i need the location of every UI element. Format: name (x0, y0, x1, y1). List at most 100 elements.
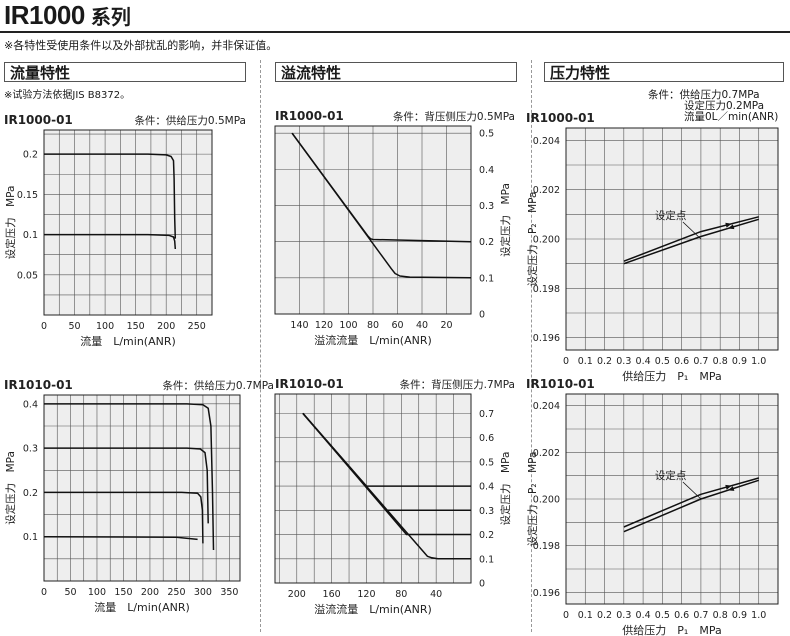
y-tick-label: 0.5 (479, 457, 494, 468)
y-axis-label: 设定压力 MPa (4, 186, 17, 260)
series-line (44, 403, 215, 551)
series-line (44, 491, 204, 544)
plot-frame (274, 393, 472, 584)
x-axis-label: 溢流流量 L/min(ANR) (314, 602, 432, 616)
x-tick-label: 0.3 (616, 356, 631, 367)
section-pressure-heading: 压力特性 (544, 62, 784, 82)
y-tick-label: 0.196 (533, 588, 560, 599)
x-tick-label: 300 (194, 587, 212, 598)
x-tick-label: 0.6 (674, 610, 689, 621)
y-axis-label: 设定压力 MPa (499, 452, 512, 526)
x-tick-label: 0.8 (713, 610, 728, 621)
x-tick-label: 100 (88, 587, 106, 598)
series-line (44, 233, 177, 250)
series-line (44, 447, 209, 524)
x-tick-label: 0 (563, 356, 569, 367)
chart-flow_ir1000: IR1000-01 条件：供给压力0.5MPa 0 50 100 150 200 250 流量 … (4, 113, 246, 348)
model-name: IR1000 (4, 0, 85, 30)
x-tick-label: 0.5 (655, 356, 670, 367)
plot-background (275, 394, 471, 583)
x-tick-label: 1.0 (751, 356, 766, 367)
column-divider (531, 60, 532, 632)
chart-condition: 条件：背压侧压力0.5MPa (393, 110, 515, 123)
series-line (43, 535, 198, 541)
x-tick-label: 150 (127, 321, 145, 332)
x-tick-label: 0.8 (713, 356, 728, 367)
plot-frame (565, 127, 779, 351)
y-tick-label: 0.6 (479, 433, 494, 444)
chart-title: IR1010-01 (275, 377, 344, 391)
x-tick-label: 50 (64, 587, 76, 598)
series-line (623, 477, 759, 528)
y-tick-label: 0.204 (533, 401, 560, 412)
y-tick-label: 0.198 (533, 541, 560, 552)
x-tick-label: 0.9 (732, 610, 747, 621)
y-tick-label: 0.7 (479, 409, 494, 420)
y-tick-label: 0.200 (533, 495, 560, 506)
pressure-conditions: 条件：供给压力0.7MPa 设定压力0.2MPa 流量0L／min(ANR) (648, 90, 778, 123)
x-tick-label: 140 (290, 320, 308, 331)
x-tick-label: 200 (157, 321, 175, 332)
x-axis-label: 供给压力 P₁ MPa (622, 369, 721, 383)
y-tick-label: 0.3 (479, 506, 494, 517)
y-tick-label: 0.204 (533, 136, 560, 147)
series-line (623, 218, 759, 265)
y-tick-label: 0.3 (23, 444, 38, 455)
y-tick-label: 0.05 (17, 270, 38, 281)
x-tick-label: 100 (339, 320, 357, 331)
test-method-note: ※试验方法依据JIS B8372。 (4, 90, 131, 101)
x-tick-label: 1.0 (751, 610, 766, 621)
x-tick-label: 100 (96, 321, 114, 332)
x-tick-label: 120 (315, 320, 333, 331)
x-tick-label: 0.5 (655, 610, 670, 621)
y-tick-label: 0.2 (23, 488, 38, 499)
chart-condition: 条件：供给压力0.7MPa (162, 379, 274, 392)
y-tick-label: 0.15 (17, 190, 38, 201)
y-axis-label: 设定压力 MPa (4, 451, 17, 525)
y-tick-label: 0.1 (479, 273, 494, 284)
y-axis-label: 设定压力 P₂ MPa (526, 192, 539, 287)
chart-condition: 条件：背压侧压力.7MPa (400, 378, 515, 391)
condition-line: 设定压力0.2MPa (684, 100, 765, 112)
section-relief-heading: 溢流特性 (275, 62, 517, 82)
x-tick-label: 0.1 (578, 356, 593, 367)
chart-flow_ir1010: IR1010-01 条件：供给压力0.7MPa 0 50 100 150 200 250 300… (4, 378, 274, 614)
x-tick-label: 0 (563, 610, 569, 621)
x-tick-label: 250 (188, 321, 206, 332)
x-tick-label: 120 (357, 589, 375, 600)
x-tick-label: 0.9 (732, 356, 747, 367)
disclaimer-note: ※各特性受使用条件以及外部扰乱的影响，并非保证值。 (4, 39, 278, 52)
y-tick-label: 0.4 (479, 165, 494, 176)
chart-title: IR1000-01 (275, 109, 344, 123)
condition-line: 条件：供给压力0.7MPa (648, 89, 760, 101)
plot-background (44, 130, 212, 315)
chart-title: IR1000-01 (4, 113, 73, 127)
y-tick-label: 0.2 (479, 237, 494, 248)
y-axis-label: 设定压力 P₂ MPa (526, 452, 539, 547)
x-tick-label: 80 (395, 589, 407, 600)
series-line (623, 216, 759, 262)
x-tick-label: 0.7 (693, 356, 708, 367)
series-line (302, 412, 471, 560)
chart-relief_ir1010: IR1010-01 条件：背压侧压力.7MPa 200 160 120 80 40 溢流流量 … (274, 377, 515, 616)
chart-condition: 条件：供给压力0.5MPa (134, 114, 246, 127)
y-axis-label: 设定压力 MPa (499, 183, 512, 257)
x-tick-label: 150 (114, 587, 132, 598)
series-line (44, 153, 177, 239)
y-tick-label: 0.2 (23, 150, 38, 161)
x-tick-label: 0 (41, 587, 47, 598)
x-tick-label: 20 (440, 320, 452, 331)
x-tick-label: 0.4 (636, 356, 651, 367)
x-tick-label: 0.4 (636, 610, 651, 621)
x-tick-label: 200 (141, 587, 159, 598)
y-tick-label: 0.1 (479, 554, 494, 565)
chart-relief_ir1000: IR1000-01 条件：背压侧压力0.5MPa 140 120 100 80 60 40 20… (274, 109, 515, 347)
title-rule (0, 31, 790, 33)
section-flow-heading: 流量特性 (4, 62, 246, 82)
x-tick-label: 0.2 (597, 356, 612, 367)
y-tick-label: 0.4 (23, 399, 38, 410)
y-tick-label: 0 (479, 310, 485, 321)
y-tick-label: 0.5 (479, 129, 494, 140)
x-tick-label: 60 (391, 320, 403, 331)
x-axis-label: 流量 L/min(ANR) (80, 334, 176, 348)
